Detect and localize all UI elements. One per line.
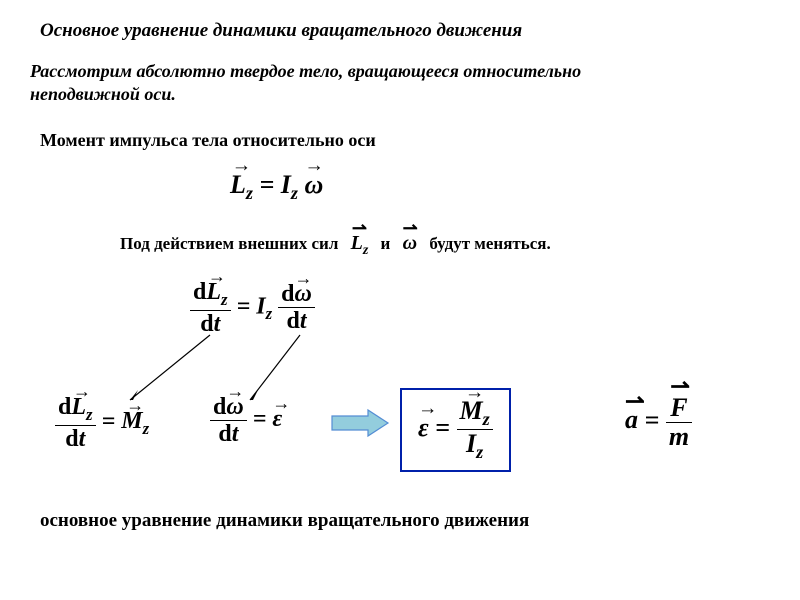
boxed-main-equation: ε = Mz Iz	[400, 388, 511, 472]
text-external-forces: Под действием внешних сил Lz и ω будут м…	[120, 232, 551, 259]
subtitle-line2: неподвижной оси.	[30, 84, 176, 104]
equation-newton: a = F m	[625, 395, 692, 450]
equation-dlz-dt: dLz dt = Iz dω dt	[190, 280, 315, 336]
bottom-caption: основное уравнение динамики вращательног…	[40, 510, 529, 532]
equation-dlz-mz: dLz dt = Mz	[55, 395, 149, 451]
equation-lz-izw: Lz = Iz ω	[230, 170, 323, 204]
subtitle-line1: Рассмотрим абсолютно твердое тело, враща…	[30, 61, 581, 81]
block-arrow-icon	[330, 408, 390, 438]
equation-dw-eps: dω dt = ε	[210, 395, 282, 446]
subtitle: Рассмотрим абсолютно твердое тело, враща…	[30, 60, 581, 107]
text-moment: Момент импульса тела относительно оси	[40, 130, 376, 151]
page-title: Основное уравнение динамики вращательног…	[40, 20, 522, 42]
